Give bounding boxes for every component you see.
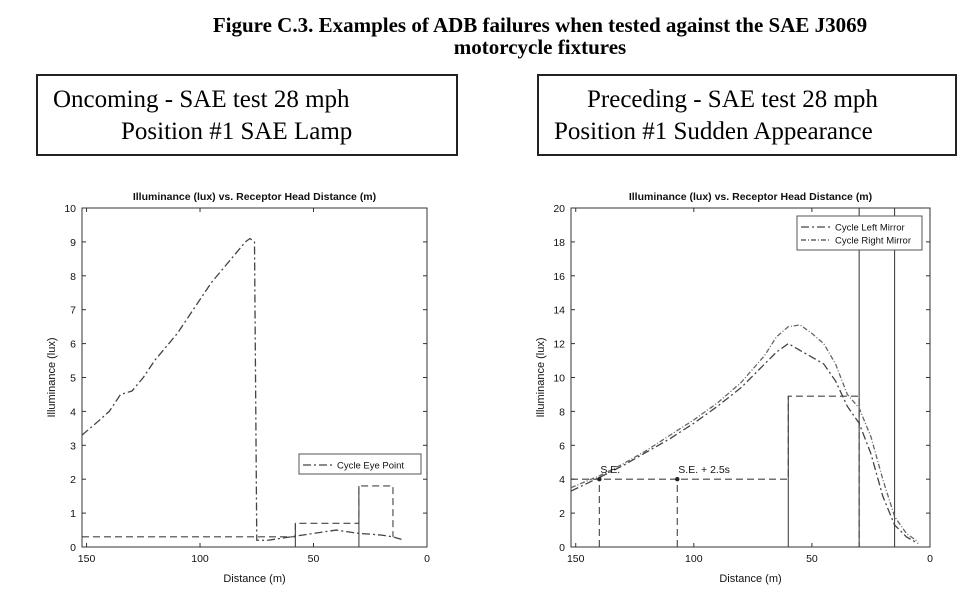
x-tick-label: 100 bbox=[191, 553, 209, 565]
y-tick-label: 0 bbox=[559, 542, 565, 554]
y-tick-label: 16 bbox=[553, 271, 565, 283]
figure-title-line1: Figure C.3. Examples of ADB failures whe… bbox=[212, 13, 868, 37]
y-tick-label: 0 bbox=[70, 542, 76, 554]
x-tick-label: 150 bbox=[78, 553, 96, 565]
oncoming-caption-box: Oncoming - SAE test 28 mph Position #1 S… bbox=[36, 74, 458, 156]
annotation-label: S.E. + 2.5s bbox=[678, 464, 730, 476]
y-tick-label: 4 bbox=[559, 474, 565, 486]
y-tick-label: 6 bbox=[70, 339, 76, 351]
x-tick-label: 50 bbox=[806, 553, 818, 565]
y-tick-label: 2 bbox=[559, 508, 565, 520]
chart-title: Illuminance (lux) vs. Receptor Head Dist… bbox=[629, 191, 872, 203]
preceding-caption-line2: Position #1 Sudden Appearance bbox=[554, 118, 873, 145]
y-tick-label: 4 bbox=[70, 406, 76, 418]
legend-label: Cycle Eye Point bbox=[337, 461, 404, 472]
x-tick-label: 50 bbox=[308, 553, 320, 565]
oncoming-caption-line1: Oncoming - SAE test 28 mph bbox=[53, 86, 350, 113]
chart-title: Illuminance (lux) vs. Receptor Head Dist… bbox=[133, 191, 376, 203]
x-tick-label: 0 bbox=[424, 553, 430, 565]
legend: Cycle Eye Point bbox=[298, 453, 422, 475]
y-tick-label: 18 bbox=[553, 237, 565, 249]
annotation-label: S.E. bbox=[600, 464, 620, 476]
series-line-1 bbox=[81, 237, 405, 541]
y-tick-label: 6 bbox=[559, 440, 565, 452]
y-tick-label: 14 bbox=[553, 305, 565, 317]
x-axis-label: Distance (m) bbox=[223, 573, 285, 585]
legend: Cycle Left Mirror Cycle Right Mirror bbox=[796, 215, 923, 251]
y-tick-label: 8 bbox=[559, 406, 565, 418]
y-tick-label: 7 bbox=[70, 305, 76, 317]
oncoming-chart: Illuminance (lux) vs. Receptor Head Dist… bbox=[46, 191, 430, 585]
preceding-caption-box: Preceding - SAE test 28 mph Position #1 … bbox=[537, 74, 957, 156]
legend-box bbox=[298, 453, 422, 475]
x-tick-label: 100 bbox=[685, 553, 703, 565]
series-line-1 bbox=[570, 342, 919, 545]
legend-label: Cycle Right Mirror bbox=[835, 236, 911, 247]
annotation-marker bbox=[597, 477, 602, 482]
legend-box bbox=[796, 215, 923, 251]
y-tick-label: 10 bbox=[64, 203, 76, 215]
y-axis-label: Illuminance (lux) bbox=[46, 337, 58, 417]
y-tick-label: 8 bbox=[70, 271, 76, 283]
series-line-2 bbox=[570, 324, 919, 543]
y-tick-label: 10 bbox=[553, 373, 565, 385]
annotation-marker bbox=[675, 477, 680, 482]
x-tick-label: 150 bbox=[567, 553, 585, 565]
figure-title: Figure C.3. Examples of ADB failures whe… bbox=[60, 14, 980, 58]
y-tick-label: 3 bbox=[70, 440, 76, 452]
y-tick-label: 1 bbox=[70, 508, 76, 520]
y-tick-label: 9 bbox=[70, 237, 76, 249]
legend-label: Cycle Left Mirror bbox=[835, 223, 905, 234]
x-tick-label: 0 bbox=[927, 553, 933, 565]
y-tick-label: 2 bbox=[70, 474, 76, 486]
y-tick-label: 20 bbox=[553, 203, 565, 215]
oncoming-caption-line2: Position #1 SAE Lamp bbox=[121, 118, 353, 145]
y-tick-label: 5 bbox=[70, 373, 76, 385]
y-axis-label: Illuminance (lux) bbox=[535, 337, 547, 417]
preceding-chart: Illuminance (lux) vs. Receptor Head Dist… bbox=[535, 191, 933, 585]
preceding-caption-line1: Preceding - SAE test 28 mph bbox=[587, 86, 878, 113]
x-axis-label: Distance (m) bbox=[719, 573, 781, 585]
y-tick-label: 12 bbox=[553, 339, 565, 351]
figure-title-line2: motorcycle fixtures bbox=[453, 35, 627, 59]
